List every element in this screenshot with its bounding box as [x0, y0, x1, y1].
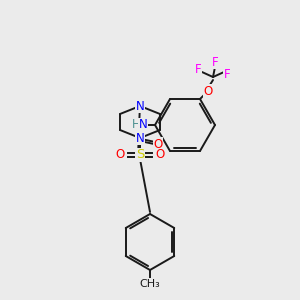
Text: O: O: [116, 148, 124, 161]
Text: H: H: [132, 118, 140, 131]
Text: N: N: [136, 131, 144, 145]
Text: O: O: [203, 85, 213, 98]
Text: F: F: [195, 62, 201, 76]
Text: F: F: [224, 68, 230, 80]
Text: N: N: [139, 118, 147, 131]
Text: S: S: [136, 148, 144, 161]
Text: CH₃: CH₃: [140, 279, 160, 289]
Text: F: F: [212, 56, 218, 68]
Text: O: O: [153, 137, 163, 151]
Text: O: O: [155, 148, 165, 161]
Text: N: N: [136, 100, 144, 112]
